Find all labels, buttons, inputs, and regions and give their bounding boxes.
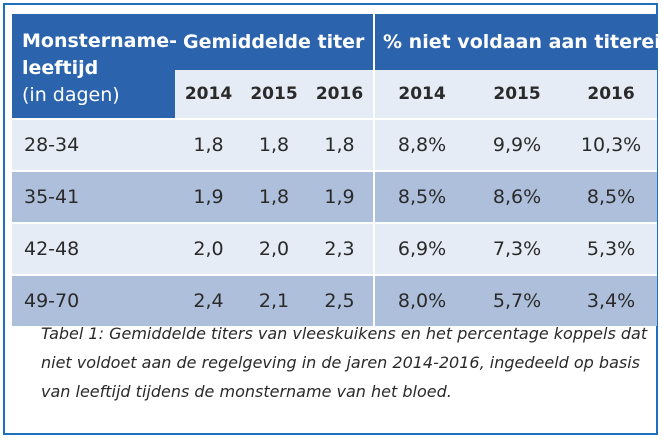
header-row-groups: Monstername- leeftijd (in dagen) Gemidde…: [12, 14, 663, 119]
titer-cell: 2,1: [242, 274, 306, 326]
titer-cell: 1,8: [175, 118, 242, 171]
age-cell: 42-48: [12, 222, 175, 275]
titer-cell: 1,8: [242, 118, 306, 171]
pct-cell: 8,8%: [373, 118, 470, 171]
age-cell: 28-34: [12, 118, 175, 171]
pct-cell: 8,5%: [373, 170, 470, 223]
titer-cell: 2,5: [306, 274, 375, 326]
titer-cell: 1,9: [175, 170, 242, 223]
pct-cell: 3,4%: [565, 274, 658, 326]
pct-cell: 8,6%: [469, 170, 566, 223]
titer-cell: 2,0: [242, 222, 306, 275]
pct-cell: 5,7%: [469, 274, 566, 326]
age-cell: 49-70: [12, 274, 175, 326]
age-header-line1: Monstername-: [22, 30, 178, 52]
titer-cell: 2,4: [175, 274, 242, 326]
year-header: 2015: [242, 70, 306, 119]
year-header: 2016: [565, 70, 658, 119]
year-header: 2015: [469, 70, 566, 119]
table-caption: Tabel 1: Gemiddelde titers van vleeskuik…: [41, 324, 648, 401]
pct-cell: 7,3%: [469, 222, 566, 275]
pct-cell: 8,0%: [373, 274, 470, 326]
table-frame: Monstername- leeftijd (in dagen) Gemidde…: [3, 3, 663, 435]
age-column-header: Monstername- leeftijd (in dagen): [12, 14, 178, 119]
header-row-years: 2014 2015 2016 2014 2015 2016: [12, 70, 658, 119]
table-row: 28-34 1,8 1,8 1,8 8,8% 9,9% 10,3%: [12, 118, 658, 171]
titer-cell: 1,8: [306, 118, 375, 171]
titer-cell: 2,0: [175, 222, 242, 275]
table-row: 42-48 2,0 2,0 2,3 6,9% 7,3% 5,3%: [12, 222, 658, 275]
table-row: 35-41 1,9 1,8 1,9 8,5% 8,6% 8,5%: [12, 170, 658, 223]
age-cell: 35-41: [12, 170, 175, 223]
year-header: 2014: [175, 70, 242, 119]
pct-cell: 5,3%: [565, 222, 658, 275]
year-header: 2016: [306, 70, 375, 119]
age-header-line3: (in dagen): [22, 84, 120, 106]
pct-cell: 6,9%: [373, 222, 470, 275]
pct-cell: 8,5%: [565, 170, 658, 223]
group-header-titer: Gemiddelde titer: [175, 14, 375, 70]
age-header-line2: leeftijd: [22, 57, 99, 79]
table-row: 49-70 2,4 2,1 2,5 8,0% 5,7% 3,4%: [12, 274, 658, 326]
titer-table: Monstername- leeftijd (in dagen) Gemidde…: [12, 14, 663, 326]
pct-cell: 9,9%: [469, 118, 566, 171]
year-header: 2014: [373, 70, 470, 119]
titer-cell: 1,9: [306, 170, 375, 223]
group-header-pct: % niet voldaan aan titereis: [373, 14, 663, 70]
pct-cell: 10,3%: [565, 118, 658, 171]
titer-cell: 1,8: [242, 170, 306, 223]
titer-cell: 2,3: [306, 222, 375, 275]
